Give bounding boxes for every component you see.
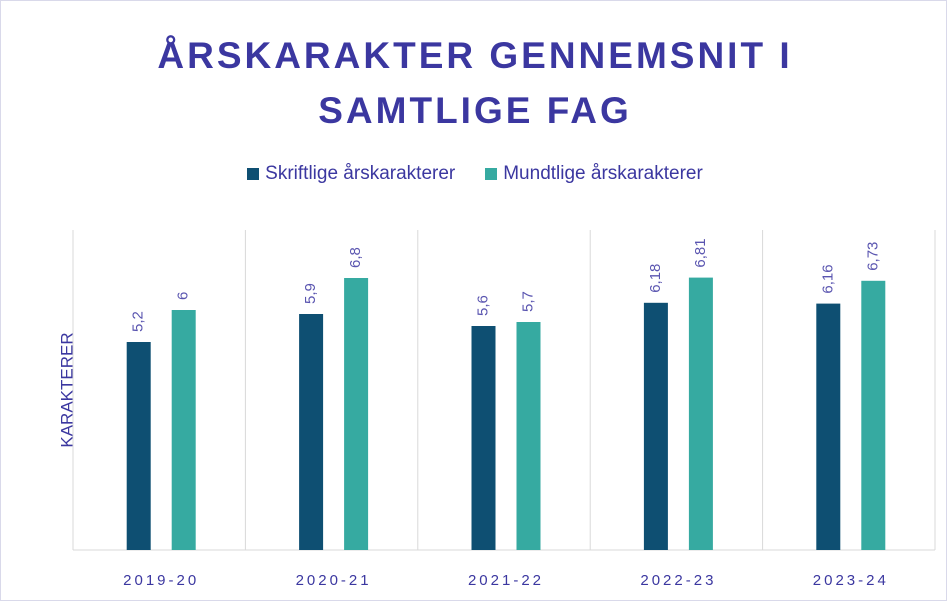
data-label: 5,9 [302, 283, 319, 304]
bar [643, 302, 668, 550]
legend-item: Mundtlige årskarakterer [485, 163, 703, 185]
bar [816, 303, 841, 550]
x-tick-label: 2023-24 [813, 572, 889, 589]
data-label: 6,18 [647, 264, 664, 293]
legend-item: Skriftlige årskarakterer [247, 163, 455, 185]
bar [861, 280, 886, 550]
data-label: 5,6 [474, 295, 491, 316]
data-label: 5,7 [519, 291, 536, 312]
x-tick-label: 2019-20 [123, 572, 199, 589]
data-label: 6,16 [819, 264, 836, 293]
bar [516, 322, 541, 550]
legend: Skriftlige årskarakterer Mundtlige årskar… [0, 163, 950, 185]
bar [344, 278, 369, 550]
data-label: 5,2 [130, 311, 147, 332]
bar [299, 314, 324, 550]
chart-title: ÅRSKARAKTER GENNEMSNIT I SAMTLIGE FAG [157, 35, 793, 131]
bar [126, 342, 151, 550]
legend-swatch [247, 168, 260, 180]
data-label: 6,73 [864, 242, 881, 271]
data-label: 6,8 [347, 247, 364, 268]
legend-label: Mundtlige årskarakterer [503, 163, 703, 184]
x-tick-label: 2021-22 [468, 572, 544, 589]
x-tick-label: 2022-23 [640, 572, 716, 589]
data-label: 6,81 [692, 238, 709, 267]
y-axis-label: KARAKTERER [57, 332, 76, 447]
bar [688, 277, 713, 550]
legend-swatch [485, 168, 498, 180]
bar [171, 310, 196, 550]
bar [471, 326, 496, 550]
data-label: 6 [175, 292, 192, 300]
x-tick-label: 2020-21 [296, 572, 372, 589]
legend-label: Skriftlige årskarakterer [265, 163, 456, 184]
